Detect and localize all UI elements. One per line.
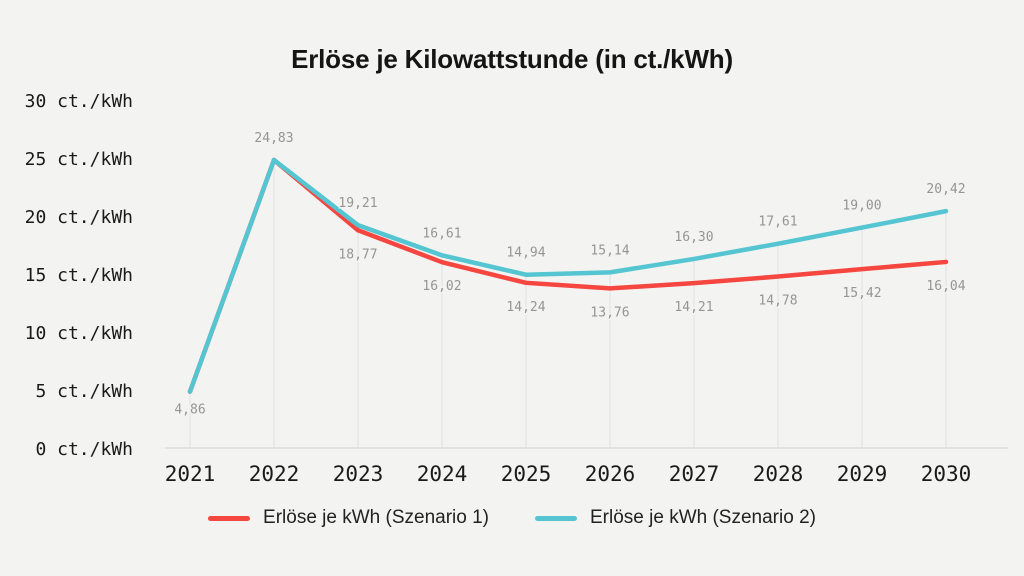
x-axis-tick-label: 2029 bbox=[837, 462, 888, 486]
series-line-szenario-2 bbox=[187, 157, 949, 394]
y-axis-tick-label: 15 ct./kWh bbox=[25, 265, 133, 286]
legend-line-swatch bbox=[208, 515, 251, 521]
data-point-label: 16,04 bbox=[926, 279, 965, 294]
chart-title: Erlöse je Kilowattstunde (in ct./kWh) bbox=[291, 44, 733, 74]
data-point-label: 14,94 bbox=[506, 246, 545, 261]
legend-label: Erlöse je kWh (Szenario 2) bbox=[590, 507, 816, 528]
data-point-label: 13,76 bbox=[590, 305, 629, 320]
data-point-label: 16,30 bbox=[674, 230, 713, 245]
x-axis-tick-label: 2022 bbox=[249, 462, 300, 486]
chart-legend: Erlöse je kWh (Szenario 1) Erlöse je kWh … bbox=[0, 507, 1024, 529]
data-point-label: 16,02 bbox=[422, 279, 461, 294]
data-point-label: 14,21 bbox=[674, 300, 713, 315]
x-axis-tick-label: 2026 bbox=[585, 462, 636, 486]
x-axis-tick-label: 2028 bbox=[753, 462, 804, 486]
data-point-label: 14,78 bbox=[758, 294, 797, 309]
series-line-szenario-1 bbox=[187, 157, 949, 394]
legend-label: Erlöse je kWh (Szenario 1) bbox=[263, 507, 489, 528]
x-axis-tick-label: 2030 bbox=[921, 462, 972, 486]
data-point-label: 19,00 bbox=[842, 199, 881, 214]
x-axis-tick-label: 2023 bbox=[333, 462, 384, 486]
y-axis-tick-label: 20 ct./kWh bbox=[25, 207, 133, 228]
data-point-label: 15,14 bbox=[590, 243, 629, 258]
data-point-label: 24,83 bbox=[254, 131, 293, 146]
legend-item-szenario-1: Erlöse je kWh (Szenario 1) bbox=[208, 507, 489, 529]
data-point-label: 17,61 bbox=[758, 215, 797, 230]
y-axis-tick-label: 5 ct./kWh bbox=[35, 381, 133, 402]
x-axis-tick-label: 2025 bbox=[501, 462, 552, 486]
data-point-label: 4,86 bbox=[174, 403, 205, 418]
y-axis-tick-label: 25 ct./kWh bbox=[25, 149, 133, 170]
x-axis-tick-label: 2021 bbox=[165, 462, 216, 486]
legend-line-swatch bbox=[535, 515, 577, 521]
x-axis-tick-label: 2024 bbox=[417, 462, 468, 486]
data-point-label: 20,42 bbox=[926, 182, 965, 197]
data-point-label: 18,77 bbox=[338, 247, 377, 262]
data-point-label: 16,61 bbox=[422, 226, 461, 241]
x-axis-tick-label: 2027 bbox=[669, 462, 720, 486]
y-axis-tick-label: 30 ct./kWh bbox=[25, 91, 133, 112]
data-point-label: 14,24 bbox=[506, 300, 545, 315]
y-axis-tick-label: 0 ct./kWh bbox=[35, 439, 133, 460]
y-axis-tick-label: 10 ct./kWh bbox=[25, 323, 133, 344]
legend-item-szenario-2: Erlöse je kWh (Szenario 2) bbox=[535, 507, 816, 529]
chart-canvas: 0 ct./kWh 5 ct./kWh 10 ct./kWh 15 ct./kWh 20… bbox=[25, 91, 1008, 486]
data-point-label: 19,21 bbox=[338, 196, 377, 211]
data-point-label: 15,42 bbox=[842, 286, 881, 301]
